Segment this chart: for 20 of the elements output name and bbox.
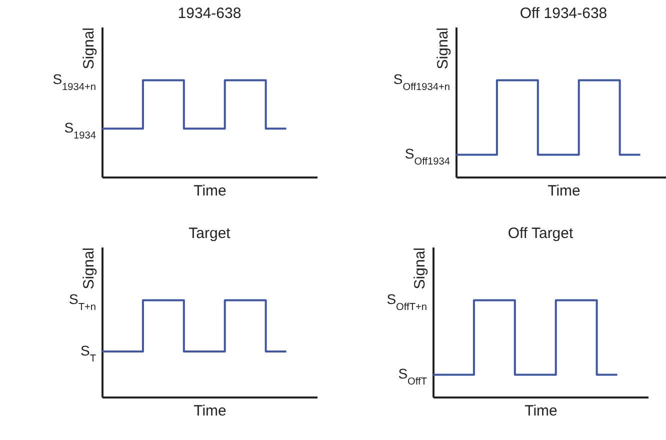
text: S$_{Off1934+n}$ [393,71,450,93]
y-axis-title: Signal [412,248,428,290]
x-axis-title: Time [194,182,226,200]
chart-title: 1934-638 [178,5,242,22]
y-axis-title: Signal [80,248,98,290]
y-axis-title: Signal [434,28,452,70]
text: S$_{T+n}$ [68,291,96,313]
chart-title: Off 1934-638 [520,5,608,22]
chart-title: Off Target [508,225,574,242]
x-axis-title: Time [548,182,580,200]
text: S$_{Off1934}$ [404,146,450,168]
x-axis-title: Time [194,402,226,420]
text: S$_{T}$ [80,342,96,364]
text: S$_{OffT+n}$ [386,291,427,313]
text: S$_{1934+n}$ [52,71,96,93]
chart-title: Target [188,225,232,242]
text: S$_{1934}$ [64,120,96,142]
y-axis-title: Signal [80,28,98,70]
text: S$_{OffT}$ [398,366,427,388]
x-axis-title: Time [524,402,558,420]
